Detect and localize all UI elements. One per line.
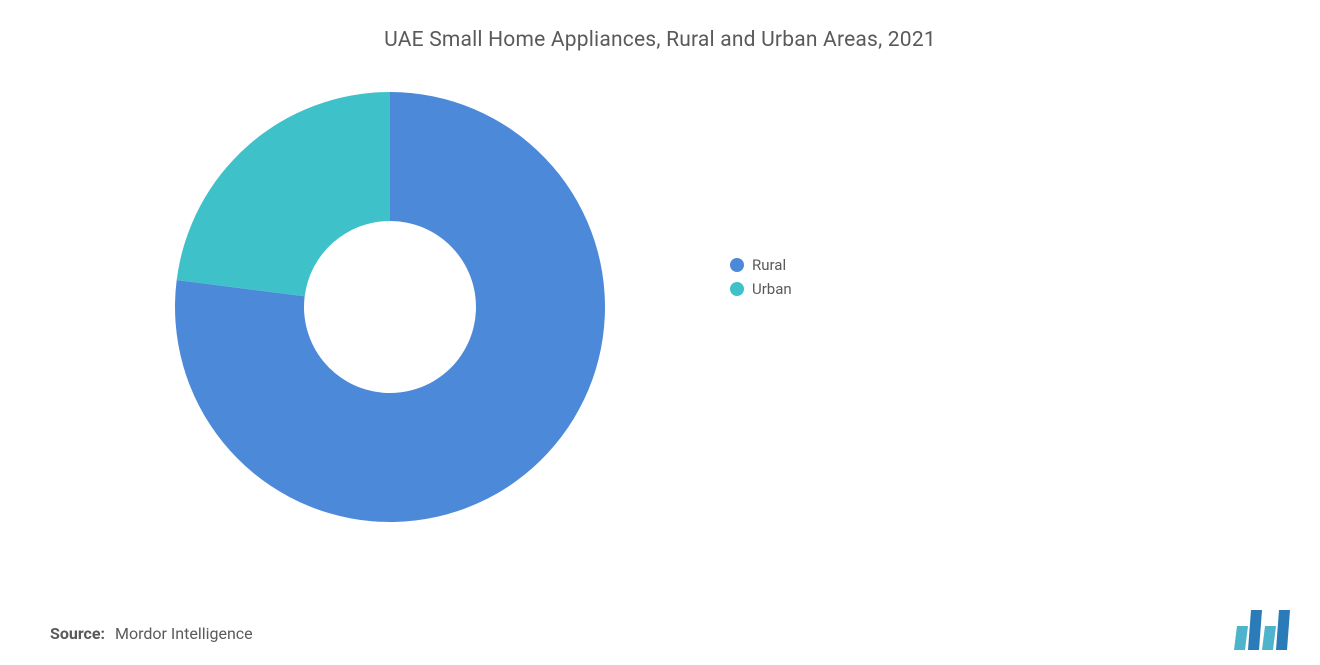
donut-slice-urban xyxy=(177,92,390,296)
legend-swatch-icon xyxy=(730,282,744,296)
chart-container: Rural Urban xyxy=(0,52,1320,522)
donut-chart xyxy=(175,92,605,522)
source-label: Source: xyxy=(50,624,105,643)
legend-label: Urban xyxy=(752,280,792,298)
legend-item-rural: Rural xyxy=(730,256,792,274)
legend-item-urban: Urban xyxy=(730,280,792,298)
brand-logo-icon xyxy=(1232,610,1290,650)
legend-label: Rural xyxy=(752,256,786,274)
donut-svg xyxy=(175,92,605,522)
legend: Rural Urban xyxy=(730,256,792,298)
chart-title: UAE Small Home Appliances, Rural and Urb… xyxy=(0,0,1320,52)
source-text: Mordor Intelligence xyxy=(115,624,253,643)
source-citation: Source: Mordor Intelligence xyxy=(50,624,253,643)
legend-swatch-icon xyxy=(730,258,744,272)
